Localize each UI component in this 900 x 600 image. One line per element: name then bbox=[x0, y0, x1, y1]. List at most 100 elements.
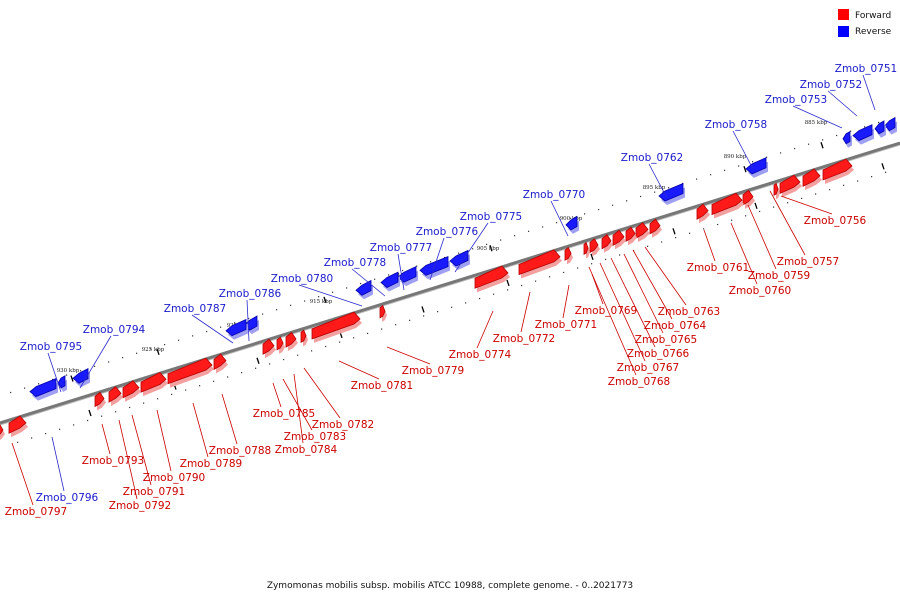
forward-gene-label[interactable]: Zmob_0760 bbox=[729, 285, 791, 297]
forward-gene-arrow[interactable] bbox=[779, 174, 802, 198]
reverse-gene-label[interactable]: Zmob_0780 bbox=[271, 273, 333, 285]
forward-gene-arrow[interactable] bbox=[8, 415, 28, 438]
forward-gene-label[interactable]: Zmob_0767 bbox=[617, 362, 679, 374]
reverse-gene-arrow[interactable] bbox=[225, 318, 248, 340]
scale-dot bbox=[402, 269, 404, 272]
reverse-gene-arrow[interactable] bbox=[29, 377, 58, 401]
forward-gene-label[interactable]: Zmob_0768 bbox=[608, 376, 670, 388]
reverse-gene-label[interactable]: Zmob_0758 bbox=[705, 119, 767, 131]
forward-gene-label[interactable]: Zmob_0782 bbox=[312, 419, 374, 431]
forward-gene-arrow[interactable] bbox=[122, 380, 141, 402]
forward-gene-arrow[interactable] bbox=[696, 203, 710, 224]
forward-gene-arrow[interactable] bbox=[94, 391, 106, 411]
reverse-gene-arrow[interactable] bbox=[658, 182, 685, 205]
reverse-gene-arrow[interactable] bbox=[397, 265, 418, 287]
forward-leader-line bbox=[131, 414, 152, 486]
reverse-gene-arrow[interactable] bbox=[842, 130, 852, 148]
reverse-gene-label[interactable]: Zmob_0776 bbox=[416, 226, 479, 238]
reverse-leader-line bbox=[550, 200, 569, 237]
forward-gene-label[interactable]: Zmob_0765 bbox=[635, 334, 697, 346]
reverse-gene-arrow[interactable] bbox=[565, 215, 579, 234]
forward-gene-label[interactable]: Zmob_0797 bbox=[5, 506, 67, 518]
forward-gene-arrow[interactable] bbox=[140, 371, 168, 397]
forward-gene-label[interactable]: Zmob_0756 bbox=[804, 215, 867, 227]
scale-dot bbox=[325, 345, 327, 348]
forward-gene-label[interactable]: Zmob_0785 bbox=[253, 408, 315, 420]
reverse-gene-arrow[interactable] bbox=[884, 116, 897, 135]
forward-gene-label[interactable]: Zmob_0766 bbox=[627, 348, 690, 360]
forward-gene-label[interactable]: Zmob_0790 bbox=[143, 472, 205, 484]
scale-dot bbox=[794, 147, 796, 150]
forward-gene-label[interactable]: Zmob_0769 bbox=[575, 305, 637, 317]
forward-gene-label[interactable]: Zmob_0761 bbox=[687, 262, 749, 274]
forward-gene-label[interactable]: Zmob_0771 bbox=[535, 319, 597, 331]
forward-gene-arrow[interactable] bbox=[822, 158, 854, 184]
forward-gene-arrow[interactable] bbox=[742, 189, 755, 209]
reverse-gene-arrow[interactable] bbox=[72, 367, 90, 388]
forward-gene-arrow[interactable] bbox=[262, 338, 276, 359]
forward-gene-arrow[interactable] bbox=[564, 246, 573, 265]
forward-gene-arrow[interactable] bbox=[311, 311, 362, 343]
forward-gene-label[interactable]: Zmob_0792 bbox=[109, 500, 171, 512]
reverse-gene-arrow[interactable] bbox=[449, 249, 470, 270]
reverse-gene-arrow[interactable] bbox=[57, 375, 67, 392]
reverse-gene-arrow[interactable] bbox=[355, 279, 373, 300]
forward-gene-label[interactable]: Zmob_0784 bbox=[275, 444, 338, 456]
forward-gene-arrow[interactable] bbox=[773, 182, 780, 200]
kbp-tick-mark bbox=[743, 166, 747, 173]
forward-gene-arrow[interactable] bbox=[167, 357, 214, 388]
forward-gene-arrow[interactable] bbox=[108, 386, 123, 407]
forward-gene-arrow[interactable] bbox=[649, 218, 662, 238]
forward-gene-arrow[interactable] bbox=[711, 192, 744, 219]
forward-gene-label[interactable]: Zmob_0772 bbox=[493, 333, 555, 345]
forward-gene-label[interactable]: Zmob_0789 bbox=[180, 458, 242, 470]
forward-gene-arrow[interactable] bbox=[589, 238, 600, 257]
forward-gene-arrow[interactable] bbox=[285, 331, 298, 352]
forward-gene-arrow[interactable] bbox=[300, 329, 308, 347]
forward-gene-arrow[interactable] bbox=[625, 226, 637, 246]
forward-gene-arrow[interactable] bbox=[802, 168, 822, 191]
forward-gene-arrow[interactable] bbox=[612, 229, 626, 250]
forward-gene-label[interactable]: Zmob_0793 bbox=[82, 455, 144, 467]
forward-gene-arrow[interactable] bbox=[583, 241, 590, 259]
forward-gene-label[interactable]: Zmob_0788 bbox=[209, 445, 271, 457]
reverse-gene-arrow[interactable] bbox=[852, 124, 874, 145]
forward-gene-label[interactable]: Zmob_0774 bbox=[449, 349, 512, 361]
reverse-gene-arrow[interactable] bbox=[745, 157, 768, 178]
scale-dot bbox=[269, 363, 271, 365]
forward-gene-label[interactable]: Zmob_0757 bbox=[777, 256, 839, 268]
forward-gene-arrow[interactable] bbox=[213, 353, 228, 374]
reverse-gene-arrow[interactable] bbox=[380, 271, 400, 292]
forward-gene-label[interactable]: Zmob_0781 bbox=[351, 380, 413, 392]
forward-gene-label[interactable]: Zmob_0759 bbox=[748, 270, 810, 282]
reverse-gene-label[interactable]: Zmob_0770 bbox=[523, 189, 585, 201]
reverse-leader-line bbox=[351, 268, 386, 297]
reverse-gene-label[interactable]: Zmob_0794 bbox=[83, 324, 146, 336]
reverse-gene-label[interactable]: Zmob_0786 bbox=[219, 288, 282, 300]
reverse-gene-arrow[interactable] bbox=[874, 120, 886, 138]
scale-dot bbox=[647, 245, 649, 247]
reverse-gene-label[interactable]: Zmob_0762 bbox=[621, 152, 683, 164]
forward-gene-arrow[interactable] bbox=[0, 424, 5, 442]
reverse-gene-label[interactable]: Zmob_0795 bbox=[20, 341, 82, 353]
reverse-gene-label[interactable]: Zmob_0787 bbox=[164, 303, 226, 315]
forward-gene-label[interactable]: Zmob_0779 bbox=[402, 365, 464, 377]
forward-gene-arrow[interactable] bbox=[379, 304, 387, 322]
reverse-gene-label[interactable]: Zmob_0775 bbox=[460, 211, 522, 223]
reverse-gene-label[interactable]: Zmob_0753 bbox=[765, 94, 827, 106]
scale-dot bbox=[227, 376, 229, 378]
forward-gene-label[interactable]: Zmob_0783 bbox=[284, 431, 346, 443]
forward-gene-arrow[interactable] bbox=[518, 249, 562, 279]
forward-gene-label[interactable]: Zmob_0764 bbox=[644, 320, 707, 332]
reverse-gene-label[interactable]: Zmob_0777 bbox=[370, 242, 432, 254]
reverse-gene-label[interactable]: Zmob_0752 bbox=[800, 79, 862, 91]
reverse-gene-label[interactable]: Zmob_0751 bbox=[835, 63, 897, 75]
reverse-gene-label[interactable]: Zmob_0796 bbox=[36, 492, 99, 504]
reverse-gene-label[interactable]: Zmob_0778 bbox=[324, 257, 386, 269]
forward-gene-arrow[interactable] bbox=[601, 234, 613, 253]
forward-gene-arrow[interactable] bbox=[474, 265, 510, 293]
forward-gene-label[interactable]: Zmob_0791 bbox=[123, 486, 185, 498]
forward-gene-arrow[interactable] bbox=[276, 336, 285, 354]
forward-gene-label[interactable]: Zmob_0763 bbox=[658, 306, 720, 318]
reverse-gene-arrow[interactable] bbox=[419, 256, 450, 280]
